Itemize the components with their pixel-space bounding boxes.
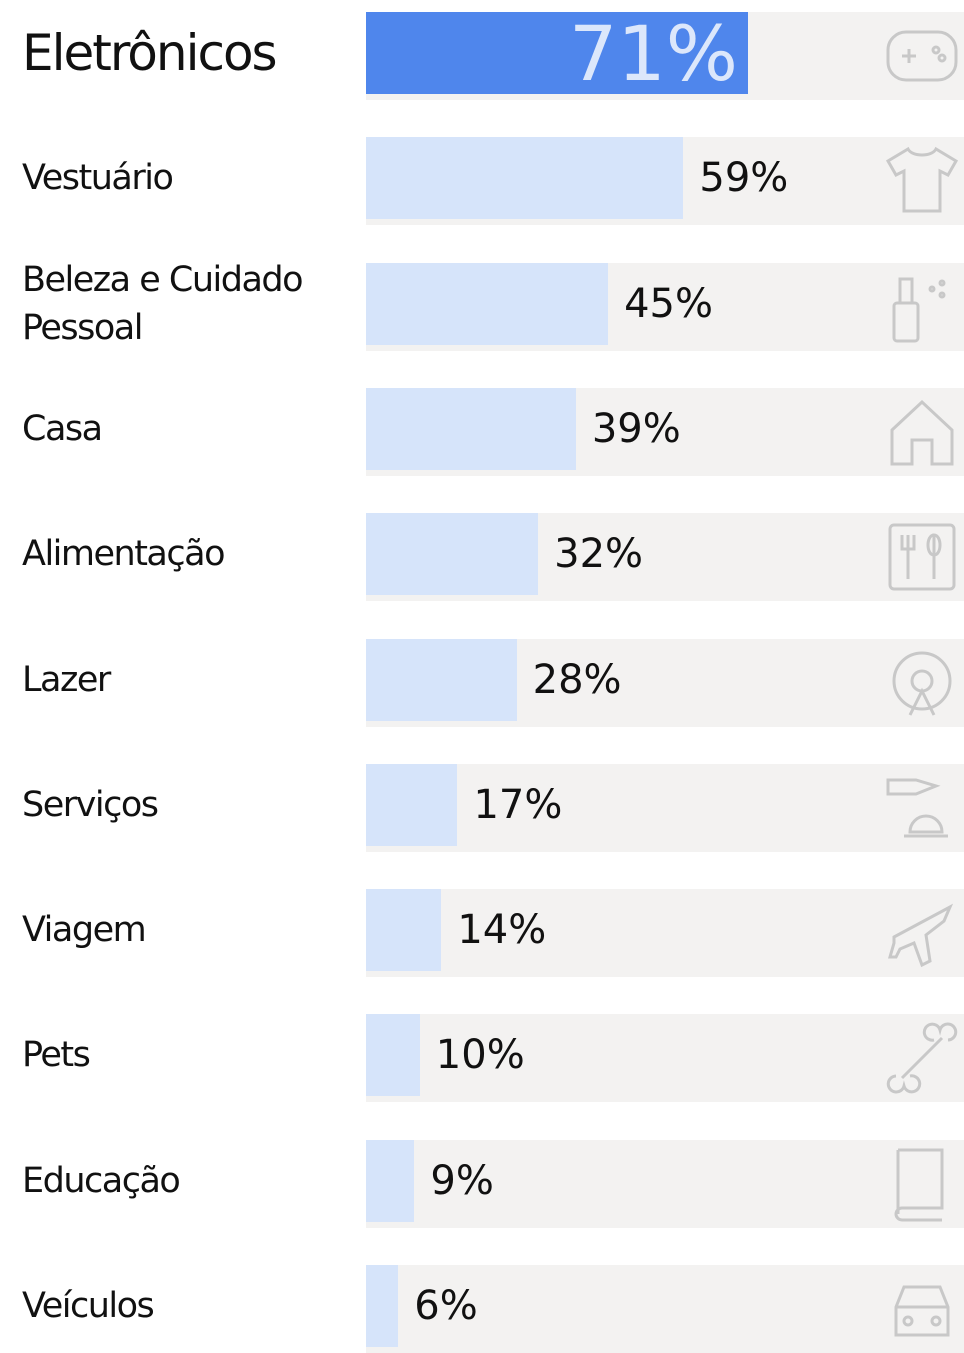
category-icon [886, 778, 948, 838]
value-label: 39% [591, 405, 681, 452]
category-label: Serviços [22, 784, 159, 825]
category-label: Alimentação [22, 534, 225, 575]
category-label: Viagem [22, 910, 147, 951]
category-label: Lazer [22, 659, 111, 700]
bar [366, 387, 576, 470]
bar [366, 513, 539, 596]
bar [366, 262, 609, 345]
value-label: 28% [532, 656, 622, 703]
bar-track [366, 889, 964, 978]
category-label: Casa [22, 408, 103, 449]
category-icon [886, 1022, 958, 1094]
category-icon [894, 1148, 944, 1222]
category-label: Beleza e Cuidado Pessoal [22, 259, 304, 348]
category-icon [894, 1285, 950, 1337]
category-icon [892, 277, 946, 343]
bar [366, 1265, 399, 1347]
bar [366, 137, 684, 220]
value-label: 71% [569, 8, 738, 98]
bar-track [366, 763, 964, 852]
category-label: Eletrônicos [22, 24, 278, 82]
value-label: 14% [457, 907, 547, 954]
bar [366, 638, 517, 721]
category-label: Vestuário [22, 158, 174, 199]
value-label: 45% [624, 280, 713, 327]
category-icon [886, 30, 958, 82]
category-icon [890, 399, 954, 466]
category-icon [888, 903, 954, 968]
value-label: 59% [699, 155, 789, 202]
bar [366, 1014, 420, 1097]
value-label: 9% [430, 1157, 494, 1204]
bar [366, 1139, 415, 1222]
bar-track [366, 1139, 964, 1228]
bar-track [366, 1014, 964, 1103]
bar-track [366, 1265, 964, 1353]
category-icon [888, 523, 956, 591]
value-label: 17% [473, 781, 563, 828]
bar [366, 889, 442, 972]
category-label: Veículos [22, 1286, 155, 1326]
bar [366, 12, 748, 94]
category-icon [892, 651, 952, 716]
value-label: 10% [435, 1032, 525, 1079]
bar [366, 763, 458, 846]
category-icon [885, 147, 959, 213]
category-label: Educação [22, 1160, 181, 1201]
value-label: 6% [414, 1283, 478, 1329]
value-label: 32% [554, 531, 644, 578]
category-label: Pets [22, 1035, 91, 1076]
